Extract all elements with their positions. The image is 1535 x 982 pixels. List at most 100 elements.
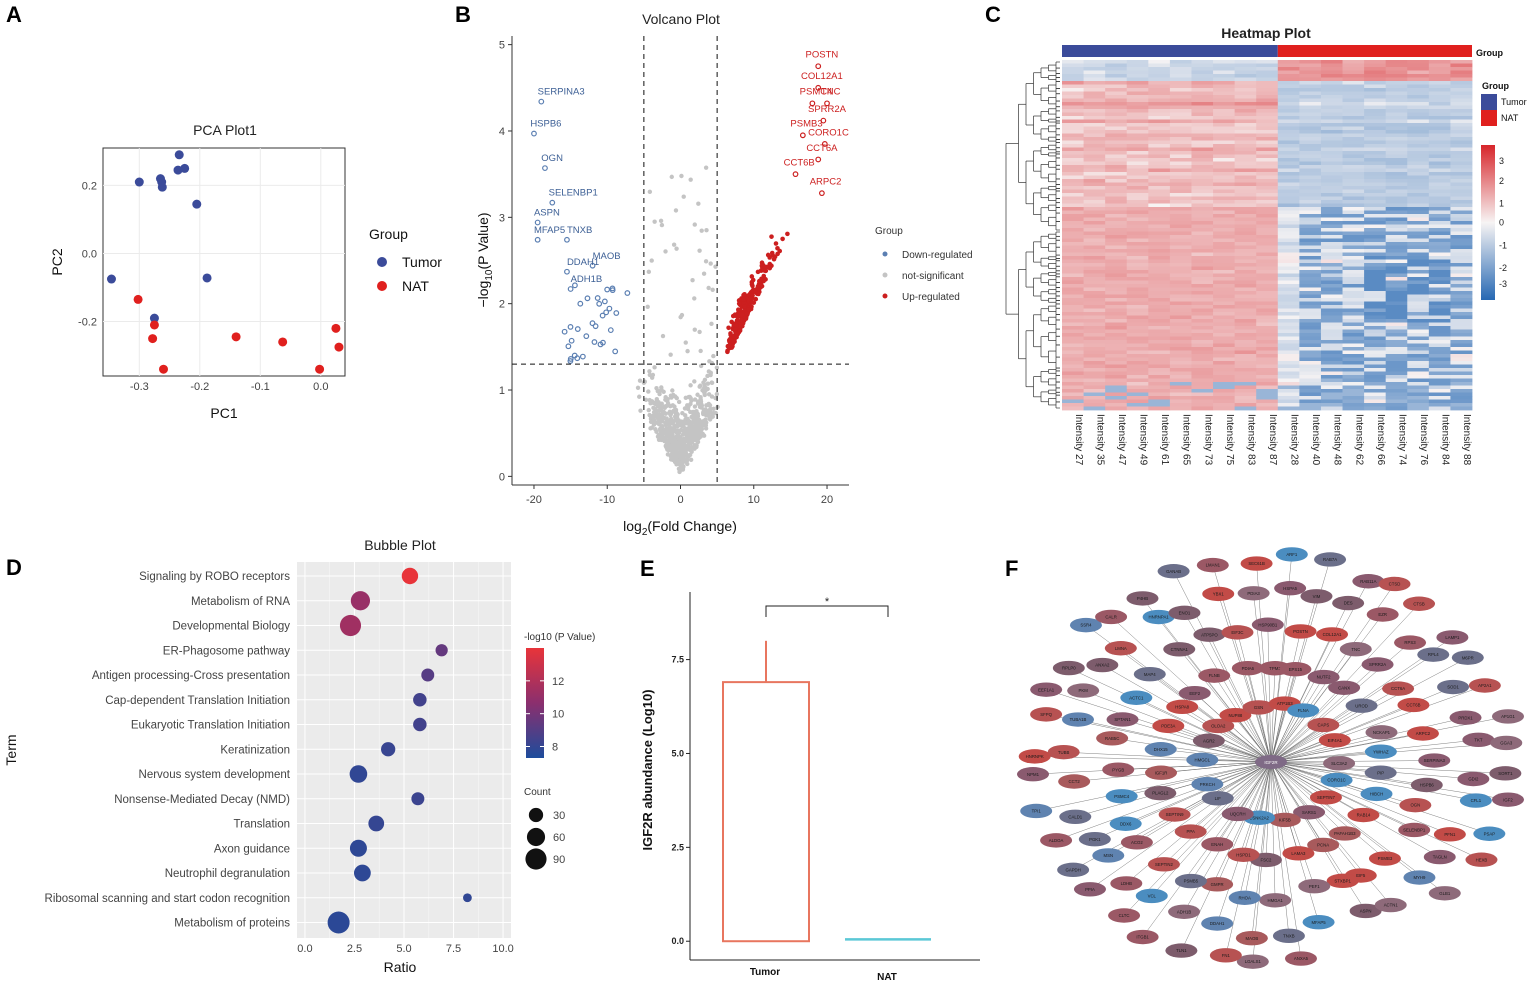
heatmap-cell xyxy=(1148,294,1171,299)
heatmap-cell xyxy=(1428,378,1451,383)
pca-point-tumor xyxy=(202,273,212,283)
heatmap-cell xyxy=(1320,371,1343,376)
heatmap-cell xyxy=(1169,88,1192,92)
heatmap-cell xyxy=(1105,350,1128,355)
heatmap-cell xyxy=(1428,210,1451,215)
heatmap-cell xyxy=(1299,137,1322,141)
heatmap-cell xyxy=(1169,179,1192,183)
heatmap-cell xyxy=(1234,91,1257,96)
heatmap-cell xyxy=(1320,175,1343,180)
heatmap-cell xyxy=(1385,70,1408,75)
heatmap-cell xyxy=(1320,123,1343,127)
network-node-label: CAPS xyxy=(1318,723,1330,728)
volcano-ns-point xyxy=(647,369,652,374)
heatmap-cell xyxy=(1256,347,1279,351)
heatmap-cell xyxy=(1299,217,1322,222)
heatmap-cell xyxy=(1191,137,1214,141)
heatmap-cell xyxy=(1450,168,1473,173)
heatmap-cell xyxy=(1234,406,1257,411)
heatmap-cell xyxy=(1234,200,1257,204)
heatmap-cell xyxy=(1191,256,1214,260)
network-node-label: PCNA xyxy=(1317,843,1329,848)
heatmap-cell xyxy=(1062,193,1084,197)
heatmap-cell xyxy=(1126,175,1149,180)
volcano-down-point xyxy=(534,219,541,226)
heatmap-cell xyxy=(1256,74,1279,78)
bubble-term-label: Developmental Biology xyxy=(172,621,290,633)
heatmap-cell xyxy=(1234,95,1257,99)
heatmap-cell xyxy=(1299,361,1322,365)
heatmap-cell xyxy=(1213,326,1236,330)
heatmap-cell xyxy=(1385,371,1408,376)
heatmap-cell xyxy=(1062,399,1084,404)
heatmap-cell xyxy=(1191,263,1214,267)
volcano-ns-point xyxy=(699,425,704,430)
pca-point-nat xyxy=(149,320,159,330)
pca-point-nat xyxy=(231,332,241,342)
network-node-label: TUBA1B xyxy=(1070,717,1087,722)
heatmap-cell xyxy=(1213,242,1236,246)
heatmap-cell xyxy=(1234,329,1257,334)
heatmap-cell xyxy=(1450,193,1473,197)
volcano-ns-point xyxy=(692,296,697,301)
heatmap-cell xyxy=(1407,123,1430,127)
heatmap-cell xyxy=(1342,123,1365,127)
heatmap-cell xyxy=(1126,217,1149,222)
heatmap-cell xyxy=(1191,273,1214,278)
heatmap-cell xyxy=(1407,186,1430,190)
heatmap-cell xyxy=(1105,98,1128,103)
volcano-ns-point xyxy=(675,412,680,417)
heatmap-cell xyxy=(1169,70,1192,75)
heatmap-cell xyxy=(1213,102,1236,106)
heatmap-cell xyxy=(1407,60,1430,64)
heatmap-cell xyxy=(1191,270,1214,274)
heatmap-cell xyxy=(1169,228,1192,232)
heatmap-cell xyxy=(1450,109,1473,113)
heatmap-cell xyxy=(1299,189,1322,194)
heatmap-cell xyxy=(1256,364,1279,369)
box-ylabel: IGF2R abundance (Log10) xyxy=(640,689,655,850)
heatmap-cell xyxy=(1342,63,1365,68)
heatmap-cell xyxy=(1191,74,1214,78)
heatmap-cell xyxy=(1385,329,1408,334)
volcano-ns-point xyxy=(663,422,668,428)
heatmap-cell xyxy=(1234,259,1257,264)
heatmap-cell xyxy=(1450,133,1473,138)
heatmap-cell xyxy=(1342,200,1365,204)
heatmap-cell xyxy=(1213,277,1236,281)
heatmap-cell xyxy=(1299,343,1322,348)
heatmap-cell xyxy=(1191,179,1214,183)
heatmap-cell xyxy=(1407,130,1430,134)
heatmap-cell xyxy=(1126,151,1149,155)
heatmap-cell xyxy=(1385,91,1408,96)
heatmap-cell xyxy=(1428,270,1451,274)
network-node-label: HSP90B1 xyxy=(1258,622,1277,627)
heatmap-cell xyxy=(1083,221,1106,225)
heatmap-cell xyxy=(1148,182,1171,187)
heatmap-legend-nat: NAT xyxy=(1501,113,1519,123)
heatmap-cell xyxy=(1126,168,1149,173)
heatmap-cell xyxy=(1450,140,1473,145)
heatmap-cell xyxy=(1148,378,1171,383)
network-node-label: PKM xyxy=(1079,688,1089,693)
heatmap-cell xyxy=(1083,130,1106,134)
heatmap-cell xyxy=(1234,231,1257,236)
heatmap-cell xyxy=(1126,60,1149,64)
heatmap-cell xyxy=(1191,207,1214,211)
heatmap-cell xyxy=(1083,67,1106,71)
volcano-down-point xyxy=(538,98,545,105)
heatmap-cell xyxy=(1450,186,1473,190)
heatmap-cell xyxy=(1256,396,1279,400)
heatmap-cell xyxy=(1256,336,1279,341)
heatmap-cell xyxy=(1148,67,1171,71)
heatmap-cell xyxy=(1256,193,1279,197)
heatmap-cell xyxy=(1256,95,1279,99)
heatmap-cell xyxy=(1126,119,1149,124)
heatmap-cell xyxy=(1083,389,1106,393)
heatmap-cell xyxy=(1234,361,1257,365)
heatmap-cell xyxy=(1083,154,1106,159)
heatmap-cell xyxy=(1450,322,1473,327)
bubble-size-key xyxy=(526,827,546,847)
heatmap-cell xyxy=(1342,385,1365,390)
pca-ytick-label: 0.2 xyxy=(82,180,97,192)
